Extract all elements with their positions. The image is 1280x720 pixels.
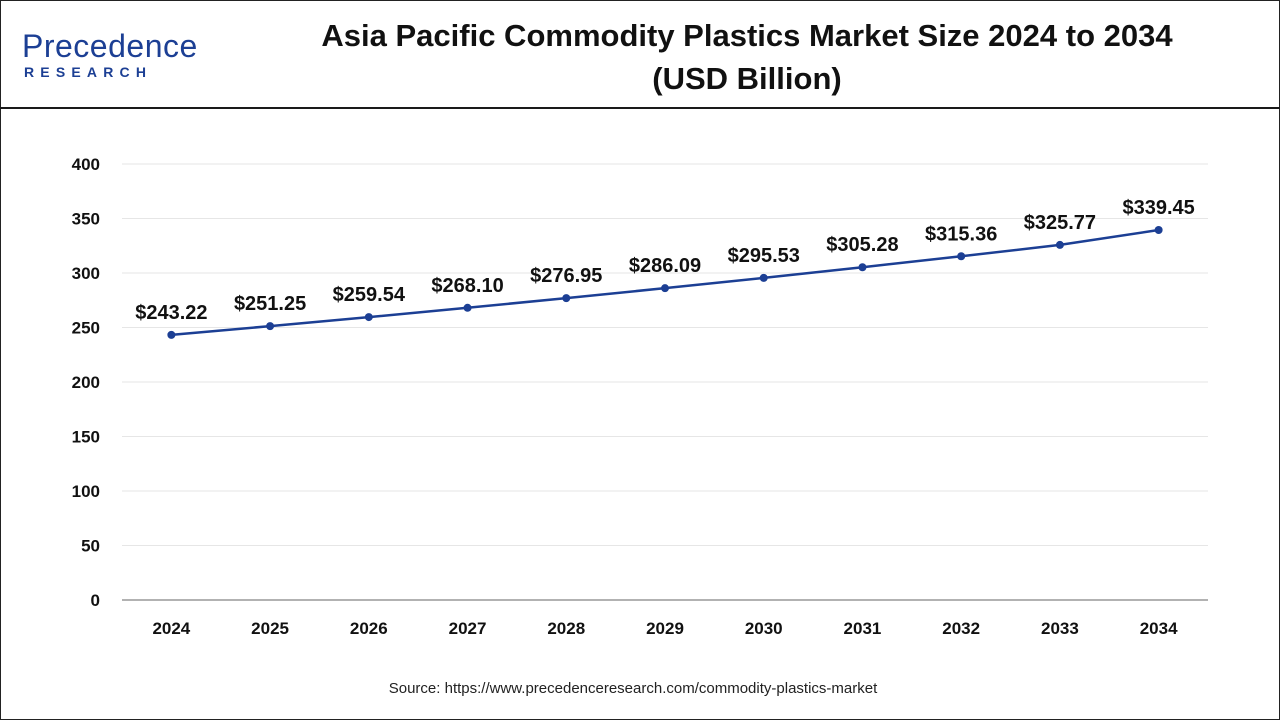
header: Precedence RESEARCH Asia Pacific Commodi… — [0, 0, 1280, 109]
data-point — [957, 252, 966, 261]
x-tick-label: 2025 — [251, 619, 289, 638]
data-label: $295.53 — [728, 245, 800, 267]
chart-title-line1: Asia Pacific Commodity Plastics Market S… — [321, 18, 1173, 53]
x-axis-ticks: 2024 2025 2026 2027 2028 2029 2030 2031 2032 2033… — [152, 619, 1178, 638]
grid-lines — [122, 163, 1208, 546]
data-label: $243.22 — [135, 302, 207, 324]
x-tick-label: 2030 — [745, 619, 783, 638]
y-tick-label: 250 — [72, 319, 100, 338]
data-label: $339.45 — [1122, 197, 1194, 219]
y-tick-label: 200 — [72, 373, 100, 392]
data-label: $315.36 — [925, 223, 997, 245]
x-tick-label: 2027 — [449, 619, 487, 638]
data-label: $305.28 — [826, 234, 898, 256]
x-tick-label: 2028 — [547, 619, 585, 638]
y-tick-label: 350 — [72, 210, 100, 229]
chart-title-line2: (USD Billion) — [652, 61, 842, 96]
data-point — [167, 330, 176, 339]
x-tick-label: 2031 — [844, 619, 882, 638]
data-point — [661, 284, 669, 293]
data-point — [1154, 225, 1163, 234]
y-tick-label: 150 — [72, 428, 100, 447]
chart-title: Asia Pacific Commodity Plastics Market S… — [262, 14, 1232, 100]
data-label: $259.54 — [333, 284, 406, 306]
x-tick-label: 2033 — [1041, 619, 1079, 638]
brand-logo[interactable]: Precedence RESEARCH — [22, 28, 222, 84]
data-point — [266, 322, 275, 331]
source-note: Source: https://www.precedenceresearch.c… — [388, 680, 878, 697]
data-label: $276.95 — [530, 265, 602, 287]
logo-subtitle: RESEARCH — [24, 64, 153, 80]
y-tick-label: 400 — [72, 155, 100, 174]
data-points — [167, 225, 1163, 339]
x-tick-label: 2029 — [646, 619, 684, 638]
y-tick-label: 0 — [91, 591, 100, 610]
x-tick-label: 2034 — [1140, 619, 1178, 638]
data-label: $268.10 — [431, 275, 503, 297]
data-labels: $243.22 $251.25 $259.54 $268.10 $276.95 $286.… — [135, 197, 1195, 324]
data-point — [759, 273, 768, 282]
data-point — [364, 313, 373, 322]
y-tick-label: 300 — [72, 264, 100, 283]
data-point — [463, 303, 472, 312]
y-tick-label: 50 — [81, 537, 100, 556]
y-tick-label: 100 — [72, 482, 100, 501]
data-point — [562, 294, 571, 303]
data-label: $251.25 — [234, 293, 306, 315]
data-point — [1055, 240, 1064, 249]
logo-wordmark: Precedence — [22, 28, 198, 64]
y-axis-ticks: 0 50 100 150 200 250 300 350 400 — [72, 155, 100, 610]
x-tick-label: 2032 — [942, 619, 980, 638]
data-label: $286.09 — [629, 255, 701, 277]
x-tick-label: 2026 — [350, 619, 388, 638]
data-point — [858, 263, 867, 272]
series-line — [171, 228, 1159, 337]
data-label: $325.77 — [1024, 212, 1096, 234]
x-tick-label: 2024 — [152, 619, 190, 638]
